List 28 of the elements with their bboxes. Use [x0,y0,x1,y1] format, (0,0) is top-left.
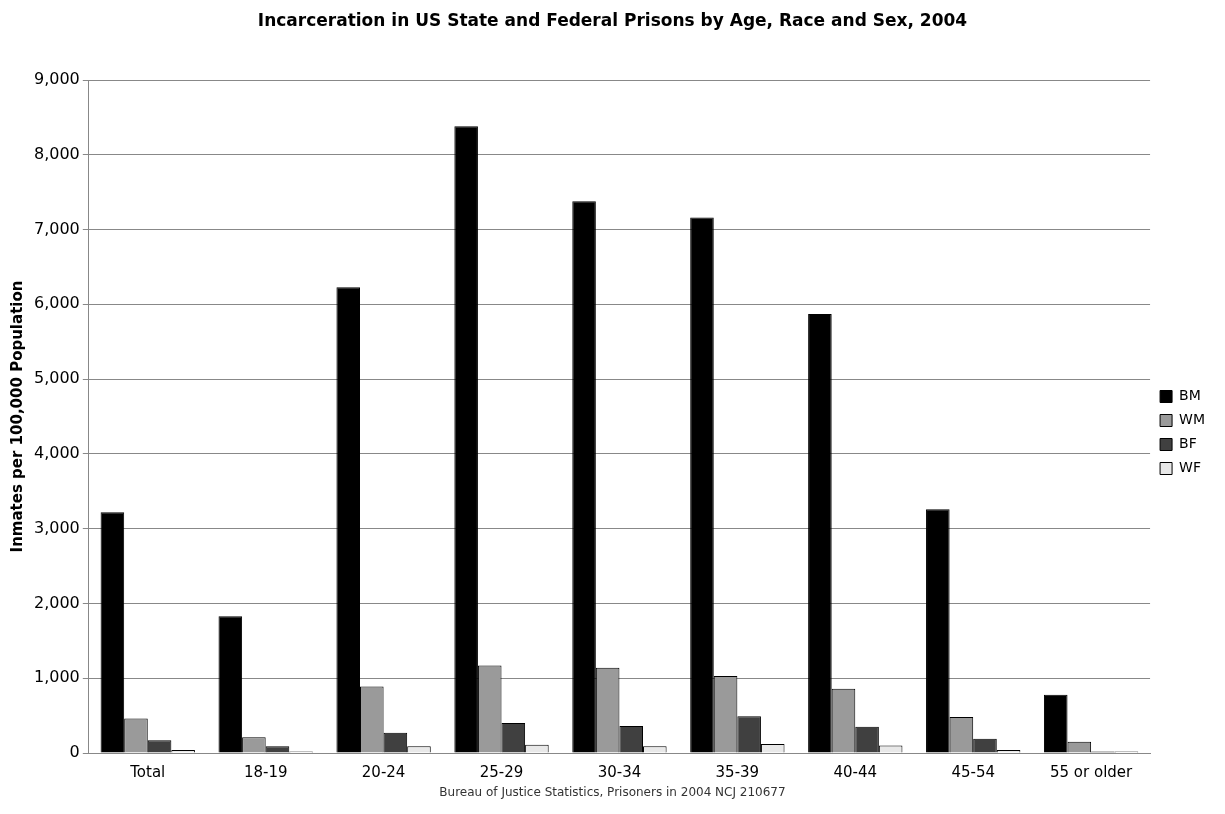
y-tick-label: 6,000 [33,293,80,313]
x-tick-label: 20-24 [361,762,406,781]
text: Bureau of Justice Statistics, Prisoners in 2004 NCJ 210677 [438,785,787,799]
y-tick-label: 7,000 [33,218,80,238]
x-tick-label: 30-34 [597,762,642,781]
y-tick-label: 8,000 [33,143,80,163]
bar [218,616,243,753]
x-tick-label: 18-19 [243,762,288,781]
legend-label: BM [1179,387,1201,404]
legend-label: BF [1179,435,1197,452]
y-tick-label: 9,000 [33,69,80,89]
y-tick-label: 4,000 [33,443,80,463]
chart-title: Incarceration in US State and Federal Prisons by Age, Race and Sex, 2004 [256,9,969,32]
y-tick-label: 1,000 [33,667,80,687]
x-tick-label: 25-29 [479,762,524,781]
legend-label: WF [1179,459,1201,476]
y-tick-label: 0 [69,742,80,762]
legend-label: WM [1179,411,1205,428]
x-tick-label: 45-54 [951,762,995,781]
bar [336,287,361,753]
x-tick-label: Total [129,762,166,781]
y-tick-label: 3,000 [33,517,80,537]
y-tick-label: 5,000 [33,368,80,388]
x-tick-label: 40-44 [833,762,878,781]
x-tick-label: 35-39 [715,762,760,781]
y-axis-title: Inmates per 100,000 Population [7,280,26,553]
y-tick-label: 2,000 [33,592,80,612]
x-tick-label: 55 or older [1050,762,1134,781]
